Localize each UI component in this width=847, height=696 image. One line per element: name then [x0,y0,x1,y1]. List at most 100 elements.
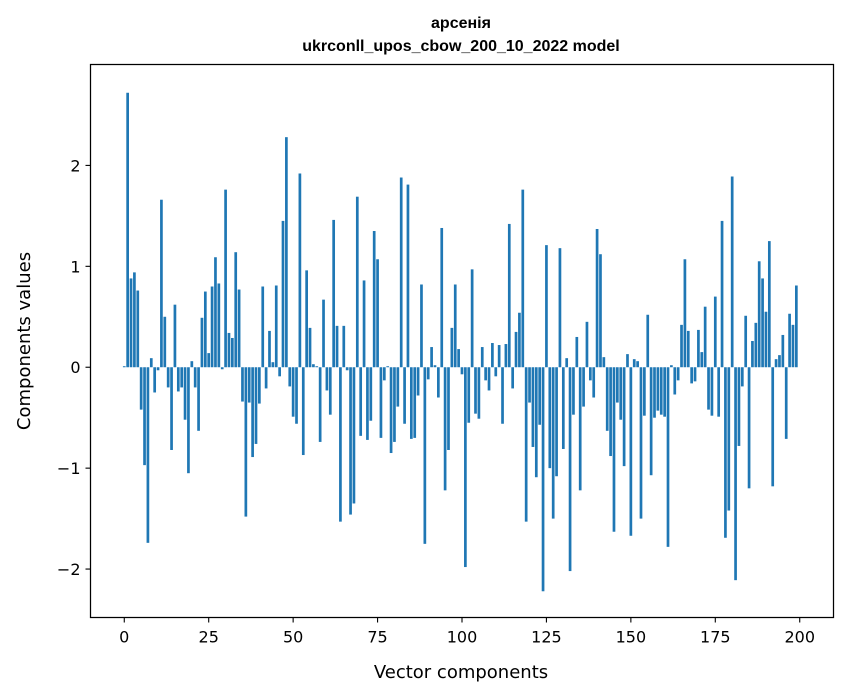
bar-component-103 [470,269,474,368]
bar-component-156 [649,367,653,476]
bar-component-194 [778,355,781,368]
bar-component-73 [369,367,373,421]
bar-component-166 [683,259,687,368]
bar-component-127 [551,367,555,519]
bar-component-57 [315,366,319,368]
bar-component-87 [416,367,420,396]
bar-component-21 [193,367,197,388]
bar-component-123 [538,367,542,425]
bar-component-74 [372,231,376,368]
x-tick-label: 100 [447,628,478,647]
bar-component-81 [396,367,400,407]
bar-component-25 [207,353,211,368]
bar-component-136 [582,367,585,407]
bar-component-69 [355,196,359,368]
bar-component-143 [605,367,609,431]
bar-component-193 [774,359,778,368]
x-tick-label: 50 [283,628,303,647]
bar-component-6 [143,367,146,466]
bar-component-168 [690,367,693,384]
bar-component-160 [663,367,666,417]
bar-component-158 [656,367,660,411]
bar-component-164 [676,367,680,381]
bar-component-152 [636,361,639,368]
bar-component-18 [183,367,187,420]
bar-component-157 [653,367,656,418]
bar-component-117 [518,312,521,368]
bar-component-71 [362,280,366,368]
bar-component-83 [403,367,406,424]
bar-component-89 [423,367,427,544]
bar-component-133 [572,367,575,415]
bar-component-11 [160,199,163,368]
bar-component-113 [504,344,508,368]
bar-component-195 [781,334,785,368]
y-axis-label: Components values [14,252,35,430]
bar-component-70 [359,367,363,436]
bar-component-191 [767,241,771,368]
bar-component-64 [339,367,342,522]
bar-component-96 [447,367,450,450]
bar-component-63 [335,325,339,368]
bar-component-129 [558,248,562,368]
bar-component-198 [791,324,795,368]
bar-component-149 [626,354,629,368]
bar-component-13 [166,367,170,388]
bar-component-100 [460,367,464,375]
bar-component-36 [244,367,248,517]
chart-title-line-2: ukrconll_upos_cbow_200_10_2022 model [302,38,619,55]
bar-component-174 [710,367,714,416]
bar-component-172 [703,306,707,368]
bar-component-162 [670,365,673,368]
bar-component-137 [585,321,589,368]
y-tick-label: −2 [57,560,81,579]
bar-component-142 [602,357,606,368]
bar-component-128 [555,367,558,477]
bar-component-118 [521,189,525,368]
x-tick-label: 25 [199,628,219,647]
bar-component-16 [176,367,180,392]
bar-component-98 [453,284,457,368]
bar-component-197 [788,313,791,368]
bar-component-4 [136,290,140,368]
bar-component-12 [163,316,167,368]
bar-component-80 [393,367,396,442]
bar-component-58 [318,367,322,442]
x-tick-label: 200 [784,628,815,647]
bar-component-196 [784,367,788,439]
bar-component-22 [197,367,200,431]
bar-component-186 [751,341,754,368]
bar-component-17 [180,367,184,388]
bar-component-144 [609,367,612,457]
bar-component-37 [247,367,251,403]
bar-component-132 [568,367,572,572]
bar-component-10 [156,367,160,371]
x-tick-label: 75 [367,628,387,647]
bar-component-62 [332,219,336,368]
bar-component-190 [764,311,768,368]
bar-component-102 [467,367,471,423]
bar-component-105 [477,367,481,419]
bar-component-101 [464,367,467,568]
bar-component-184 [744,315,748,368]
bar-component-167 [686,330,690,368]
bar-component-67 [349,367,352,515]
bar-component-120 [528,367,531,403]
bar-component-176 [717,367,721,417]
bar-component-182 [737,367,741,446]
bar-component-15 [173,304,177,368]
bar-component-106 [480,347,484,368]
bar-component-192 [771,367,775,487]
bar-component-78 [386,366,390,368]
bar-component-109 [491,343,494,368]
bar-component-94 [440,227,444,368]
bar-component-91 [430,347,433,368]
bar-component-119 [524,367,528,522]
bar-component-88 [420,284,423,368]
x-axis-ticks: 0 25 50 75 100 125 150 175 200 [119,617,815,647]
bar-component-32 [230,337,234,368]
bar-component-54 [305,270,308,368]
bar-component-159 [659,367,663,415]
bar-component-19 [187,367,190,474]
